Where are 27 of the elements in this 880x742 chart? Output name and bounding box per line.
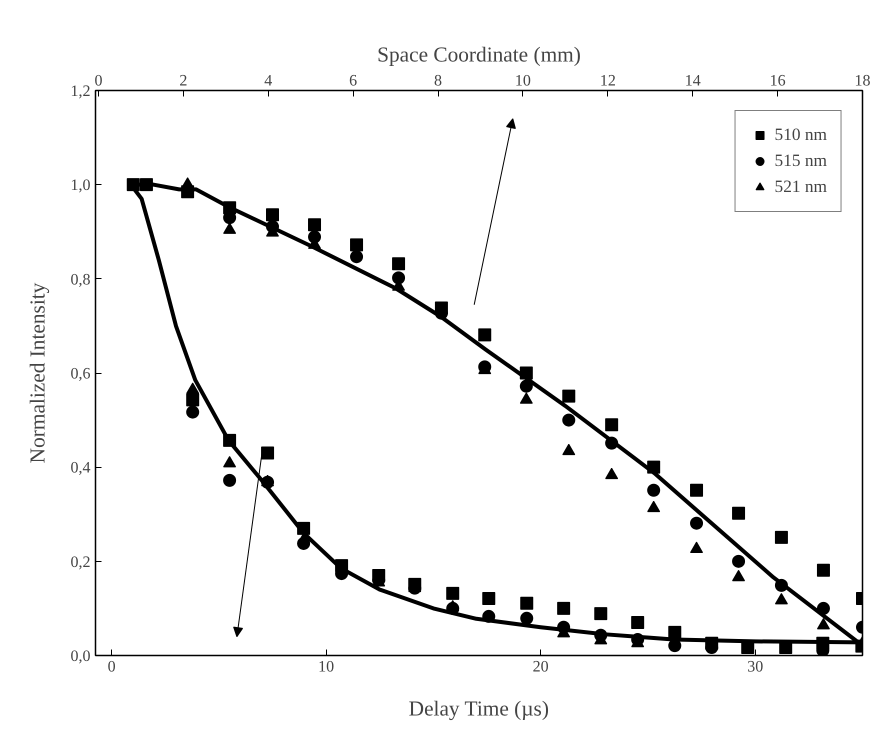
- y-tick-label: 0,0: [70, 648, 90, 665]
- x-tick-label: 20: [532, 658, 549, 676]
- legend-label: 521 nm: [774, 177, 827, 197]
- x2-tick-label: 16: [770, 72, 786, 90]
- x-tick-label: 0: [108, 658, 116, 676]
- x-tick-label: 10: [318, 658, 334, 676]
- x2-axis-title: Space Coordinate (mm): [377, 42, 581, 66]
- y-tick-label: 1,2: [70, 83, 90, 100]
- x2-tick-label: 12: [600, 72, 616, 90]
- x2-tick-label: 6: [349, 72, 358, 90]
- x-axis-title: Delay Time (µs): [408, 696, 549, 720]
- legend-label: 515 nm: [774, 151, 827, 171]
- y-tick-label: 1,0: [70, 177, 90, 194]
- y-tick-label: 0,2: [70, 554, 90, 571]
- y-tick-label: 0,8: [70, 271, 90, 288]
- x2-tick-label: 0: [94, 72, 102, 90]
- x2-tick-label: 8: [434, 72, 442, 90]
- x2-tick-label: 4: [264, 72, 272, 90]
- y-tick-label: 0,6: [70, 366, 90, 382]
- x2-tick-label: 14: [684, 72, 701, 90]
- x2-tick-label: 10: [514, 72, 531, 90]
- x-tick-label: 30: [747, 658, 764, 676]
- x2-tick-label: 18: [854, 72, 870, 90]
- legend-label: 510 nm: [774, 125, 827, 145]
- y-tick-label: 0,4: [70, 460, 90, 477]
- y-axis-title: Normalized Intensity: [26, 282, 50, 464]
- x2-tick-label: 2: [179, 72, 188, 90]
